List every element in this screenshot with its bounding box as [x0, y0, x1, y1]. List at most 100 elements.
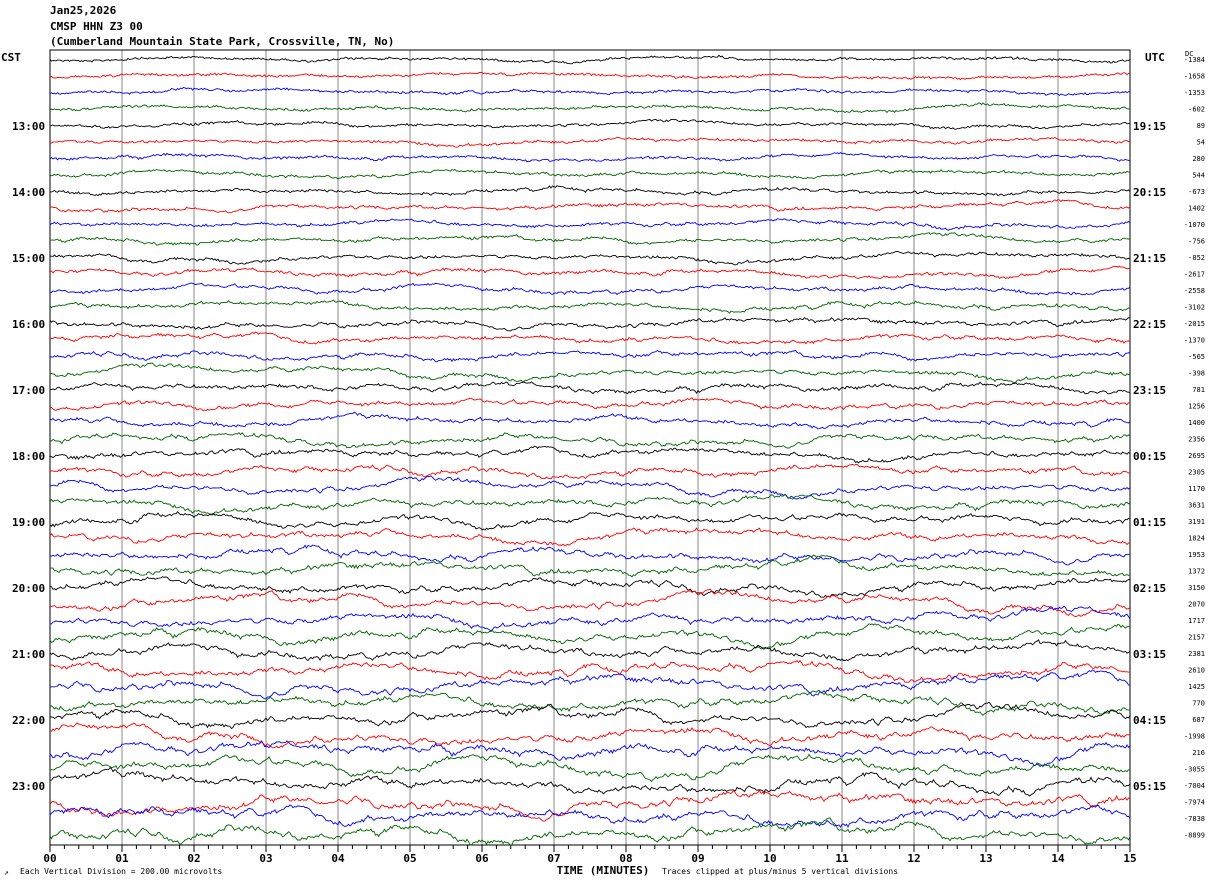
cst-hour-label: 20:00	[12, 582, 45, 595]
seismic-trace	[49, 232, 1131, 246]
dc-offset-label: 54	[1197, 139, 1205, 147]
utc-hour-label: 19:15	[1133, 120, 1166, 133]
dc-offset-label: 2381	[1188, 650, 1205, 658]
seismic-trace	[49, 362, 1131, 384]
seismic-trace	[49, 250, 1131, 266]
x-tick-label: 03	[259, 852, 272, 865]
dc-offset-label: -1658	[1184, 73, 1205, 81]
cst-hour-label: 16:00	[12, 318, 45, 331]
dc-offset-label: 216	[1192, 749, 1205, 757]
dc-offset-label: -7974	[1184, 799, 1205, 807]
cst-hour-label: 14:00	[12, 186, 45, 199]
seismic-trace	[49, 152, 1131, 163]
utc-hour-label: 01:15	[1133, 516, 1166, 529]
x-tick-label: 15	[1123, 852, 1136, 865]
utc-hour-label: 00:15	[1133, 450, 1166, 463]
seismic-trace	[49, 381, 1131, 395]
seismic-trace	[49, 86, 1131, 96]
seismic-trace	[49, 753, 1131, 783]
dc-offset-label: -1070	[1184, 221, 1205, 229]
seismic-trace	[49, 102, 1131, 114]
scale-note-icon: ↗	[4, 868, 9, 877]
seismic-trace	[49, 299, 1131, 314]
seismic-trace	[49, 265, 1131, 280]
utc-hour-label: 21:15	[1133, 252, 1166, 265]
dc-offset-label: 2695	[1188, 452, 1205, 460]
dc-offset-label: -2617	[1184, 271, 1205, 279]
left-axis-label: CST	[1, 51, 21, 64]
seismic-trace	[49, 576, 1131, 598]
seismic-trace	[49, 185, 1131, 197]
utc-hour-label: 22:15	[1133, 318, 1166, 331]
dc-offset-label: -756	[1188, 238, 1205, 246]
dc-offset-label: 3150	[1188, 584, 1205, 592]
dc-offset-label: 1372	[1188, 568, 1205, 576]
dc-offset-label: 3191	[1188, 518, 1205, 526]
dc-offset-label: -602	[1188, 106, 1205, 114]
dc-offset-label: -1384	[1184, 56, 1205, 64]
dc-offset-label: 2610	[1188, 667, 1205, 675]
seismic-trace	[49, 544, 1130, 566]
seismic-trace	[49, 817, 1131, 847]
dc-offset-label: -8899	[1184, 832, 1205, 840]
dc-offset-label: 2070	[1188, 601, 1205, 609]
dc-offset-label: -398	[1188, 370, 1205, 378]
utc-hour-label: 20:15	[1133, 186, 1166, 199]
seismic-trace	[49, 54, 1131, 65]
x-tick-label: 01	[115, 852, 129, 865]
seismic-trace	[49, 767, 1131, 797]
date-label: Jan25,2026	[50, 4, 117, 17]
scale-note: Each Vertical Division = 200.00 microvol…	[20, 867, 223, 876]
location-label: (Cumberland Mountain State Park, Crossvi…	[50, 35, 395, 48]
dc-offset-label: 1170	[1188, 485, 1205, 493]
cst-hour-label: 23:00	[12, 780, 45, 793]
seismic-trace	[49, 690, 1131, 716]
dc-offset-label: 1824	[1188, 535, 1205, 543]
dc-offset-label: 2157	[1188, 634, 1205, 642]
seismic-trace	[49, 701, 1131, 730]
dc-offset-label: 280	[1192, 155, 1205, 163]
x-tick-label: 05	[403, 852, 416, 865]
dc-offset-label: 2305	[1188, 469, 1205, 477]
clip-note: Traces clipped at plus/minus 5 vertical …	[662, 867, 899, 876]
dc-offset-label: 89	[1197, 122, 1205, 130]
dc-offset-label: 544	[1192, 172, 1205, 180]
dc-offset-label: 1256	[1188, 403, 1205, 411]
dc-offset-label: -2558	[1184, 287, 1205, 295]
seismic-trace	[49, 463, 1131, 480]
seismic-trace	[49, 118, 1131, 130]
seismic-trace	[49, 605, 1131, 632]
x-tick-label: 11	[835, 852, 849, 865]
dc-offset-label: 1425	[1188, 683, 1205, 691]
dc-offset-label: 1400	[1188, 419, 1205, 427]
dc-offset-label: 781	[1192, 386, 1205, 394]
dc-offset-label: 1953	[1188, 551, 1205, 559]
dc-offset-label: -1370	[1184, 337, 1205, 345]
x-tick-label: 08	[619, 852, 632, 865]
cst-hour-label: 22:00	[12, 714, 45, 727]
seismic-trace	[49, 218, 1131, 231]
station-label: CMSP HHN Z3 00	[50, 20, 143, 33]
x-tick-label: 10	[763, 852, 776, 865]
dc-offset-label: -7004	[1184, 782, 1205, 790]
cst-hour-label: 18:00	[12, 450, 45, 463]
seismic-trace	[49, 316, 1131, 332]
dc-offset-label: 1402	[1188, 205, 1205, 213]
dc-offset-label: -3055	[1184, 766, 1205, 774]
plot-frame	[49, 49, 1131, 846]
x-tick-label: 09	[691, 852, 704, 865]
utc-hour-label: 05:15	[1133, 780, 1166, 793]
cst-hour-label: 21:00	[12, 648, 45, 661]
dc-offset-label: -852	[1188, 254, 1205, 262]
x-tick-label: 00	[43, 852, 56, 865]
utc-hour-label: 23:15	[1133, 384, 1166, 397]
seismic-trace	[50, 554, 1131, 578]
seismic-trace	[49, 198, 1131, 214]
dc-label: DC	[1185, 50, 1193, 58]
seismic-trace	[49, 168, 1131, 180]
seismic-trace	[49, 432, 1131, 449]
dc-offset-label: -1353	[1184, 89, 1205, 97]
seismic-trace	[49, 588, 1131, 617]
